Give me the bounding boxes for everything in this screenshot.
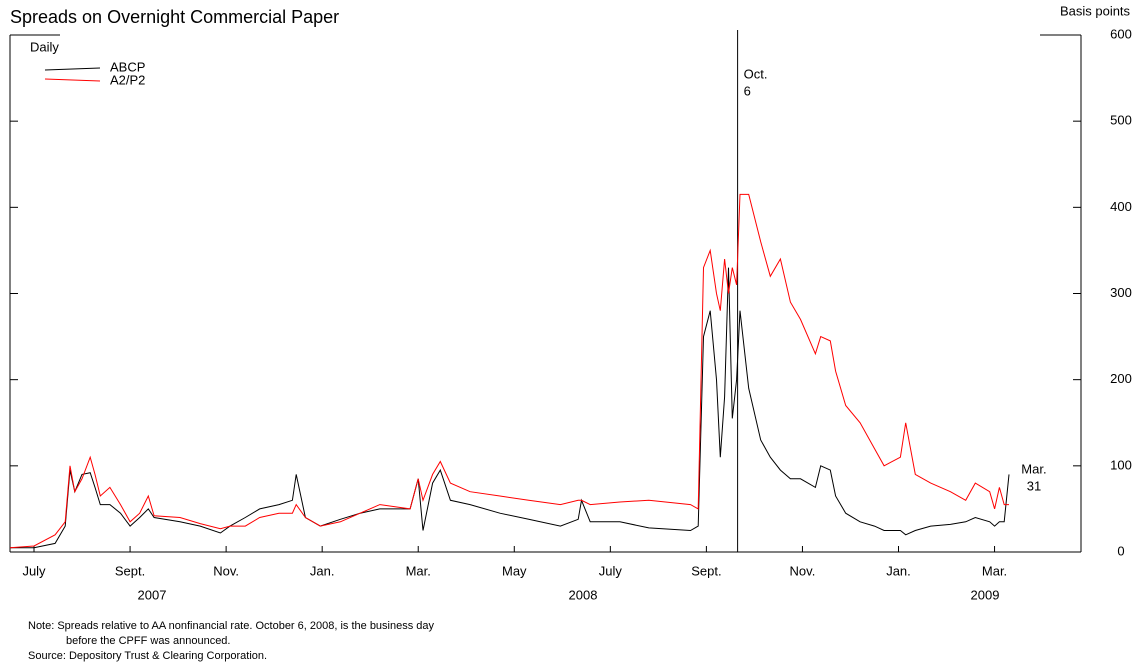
note: before the CPFF was announced. <box>66 635 230 647</box>
subtitle: Daily <box>30 39 59 54</box>
x-tick-label: Sept. <box>115 563 145 578</box>
y-tick-label: 100 <box>1110 457 1132 472</box>
x-tick-label: Jan. <box>886 563 911 578</box>
y-tick-label: 400 <box>1110 199 1132 214</box>
x-tick-label: Mar. <box>982 563 1007 578</box>
note: Source: Depository Trust & Clearing Corp… <box>28 650 267 662</box>
y-tick-label: 300 <box>1110 285 1132 300</box>
x-tick-label: Nov. <box>213 563 239 578</box>
y-tick-label: 200 <box>1110 371 1132 386</box>
year-label: 2008 <box>569 587 598 602</box>
y-axis-label: Basis points <box>1060 3 1131 18</box>
x-tick-label: July <box>599 563 623 578</box>
year-label: 2009 <box>971 587 1000 602</box>
y-tick-label: 500 <box>1110 113 1132 128</box>
x-tick-label: July <box>22 563 46 578</box>
x-tick-label: Jan. <box>310 563 335 578</box>
legend-label: A2/P2 <box>110 72 145 87</box>
legend-swatch <box>44 78 101 82</box>
series-line <box>9 193 1009 549</box>
x-tick-label: Sept. <box>691 563 721 578</box>
chart-title: Spreads on Overnight Commercial Paper <box>10 7 339 27</box>
annotation: 31 <box>1027 478 1041 493</box>
x-tick-label: Nov. <box>790 563 816 578</box>
annotation: Mar. <box>1021 461 1046 476</box>
series-line <box>10 267 1010 549</box>
year-label: 2007 <box>138 587 167 602</box>
y-tick-label: 0 <box>1117 543 1124 558</box>
annotation: Oct. <box>744 66 768 81</box>
x-tick-label: Mar. <box>406 563 431 578</box>
note: Note: Spreads relative to AA nonfinancia… <box>28 620 435 632</box>
y-tick-label: 600 <box>1110 26 1132 41</box>
legend-swatch <box>44 67 101 71</box>
legend-label: ABCP <box>110 59 145 74</box>
annotation: 6 <box>744 83 751 98</box>
x-tick-label: May <box>502 563 527 578</box>
